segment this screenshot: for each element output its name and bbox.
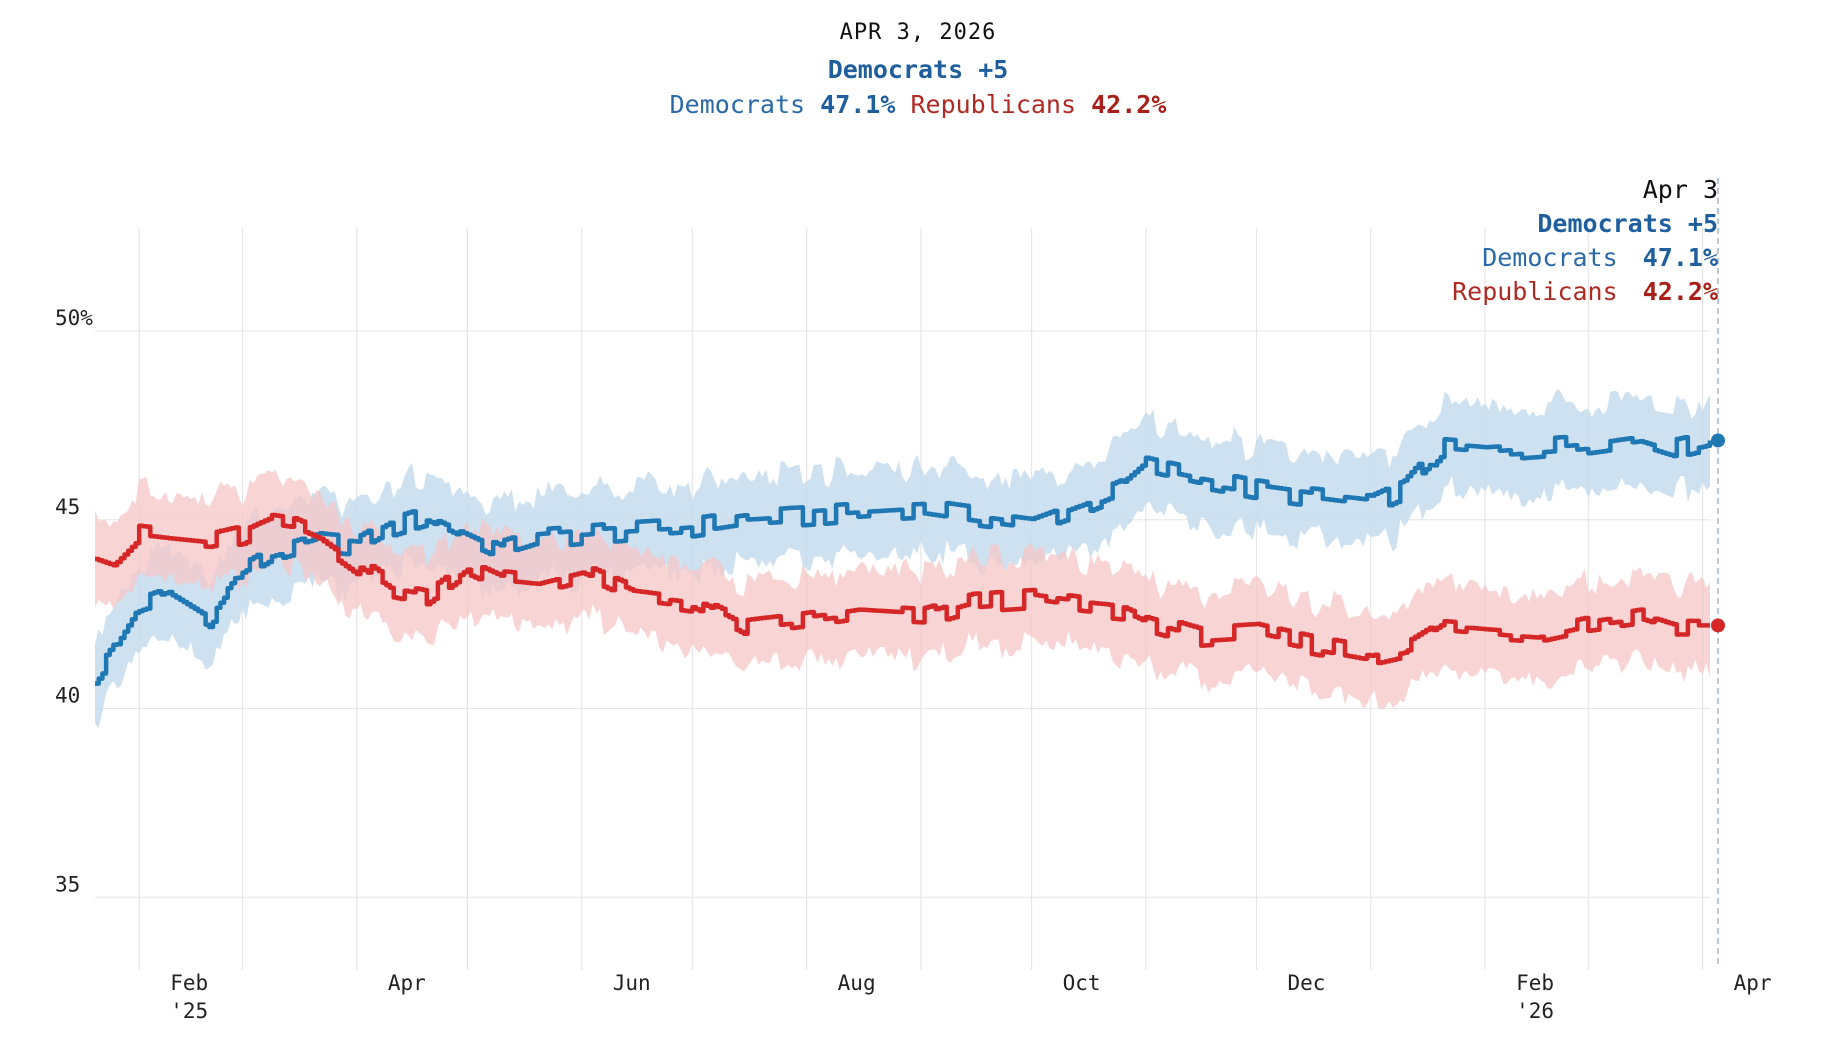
x-tick-label: Aug bbox=[838, 971, 876, 995]
tooltip-date: Apr 3 bbox=[1643, 175, 1718, 204]
tooltip-dem-label: Democrats bbox=[1482, 243, 1617, 272]
republicans-band bbox=[95, 469, 1710, 710]
header-rep-label: Republicans bbox=[910, 90, 1077, 119]
header-lead: Democrats +5 bbox=[827, 55, 1009, 84]
x-tick-label: Feb bbox=[1516, 971, 1554, 995]
tooltip-dem-value: 47.1% bbox=[1643, 243, 1718, 272]
democrats-endpoint-dot bbox=[1711, 433, 1725, 448]
x-tick-label: Apr bbox=[388, 971, 426, 995]
hover-tooltip: Apr 3 Democrats +5 Democrats 47.1% Repub… bbox=[1452, 175, 1718, 306]
democrats-band bbox=[95, 388, 1710, 728]
y-tick-label: 45 bbox=[55, 495, 80, 519]
header-dem-value: 47.1% bbox=[820, 90, 896, 119]
header-date: APR 3, 2026 bbox=[839, 20, 997, 45]
header-dem-label: Democrats bbox=[669, 90, 806, 119]
y-tick-label: 35 bbox=[55, 872, 80, 896]
x-tick-label: Apr bbox=[1734, 971, 1772, 995]
democrats-line bbox=[95, 434, 1713, 686]
tooltip-lead: Democrats +5 bbox=[1537, 209, 1718, 238]
axes: 35 40 45 50% Feb '25 Apr Jun Aug Oct Dec Feb '26 Apr bbox=[55, 306, 1772, 1023]
x-tick-sublabel: '26 bbox=[1516, 999, 1554, 1023]
y-tick-label: 40 bbox=[55, 684, 80, 708]
tooltip-dem: Democrats 47.1% bbox=[1482, 243, 1718, 272]
header-rep-value: 42.2% bbox=[1091, 90, 1167, 119]
y-tick-label: 50% bbox=[55, 306, 93, 330]
republicans-line bbox=[95, 512, 1710, 666]
x-tick-label: Dec bbox=[1288, 971, 1326, 995]
x-tick-label: Oct bbox=[1063, 971, 1101, 995]
x-tick-label: Feb bbox=[170, 971, 208, 995]
confidence-bands bbox=[95, 388, 1710, 728]
header-values: Democrats 47.1% Republicans 42.2% bbox=[0, 90, 1836, 119]
hover-marker bbox=[1711, 178, 1725, 965]
x-tick-label: Jun bbox=[613, 971, 651, 995]
tooltip-rep: Republicans 42.2% bbox=[1452, 277, 1718, 306]
x-tick-sublabel: '25 bbox=[170, 999, 208, 1023]
republicans-endpoint-dot bbox=[1711, 618, 1725, 633]
tooltip-rep-label: Republicans bbox=[1452, 277, 1618, 306]
tooltip-rep-value: 42.2% bbox=[1643, 277, 1718, 306]
series-lines bbox=[95, 434, 1713, 686]
